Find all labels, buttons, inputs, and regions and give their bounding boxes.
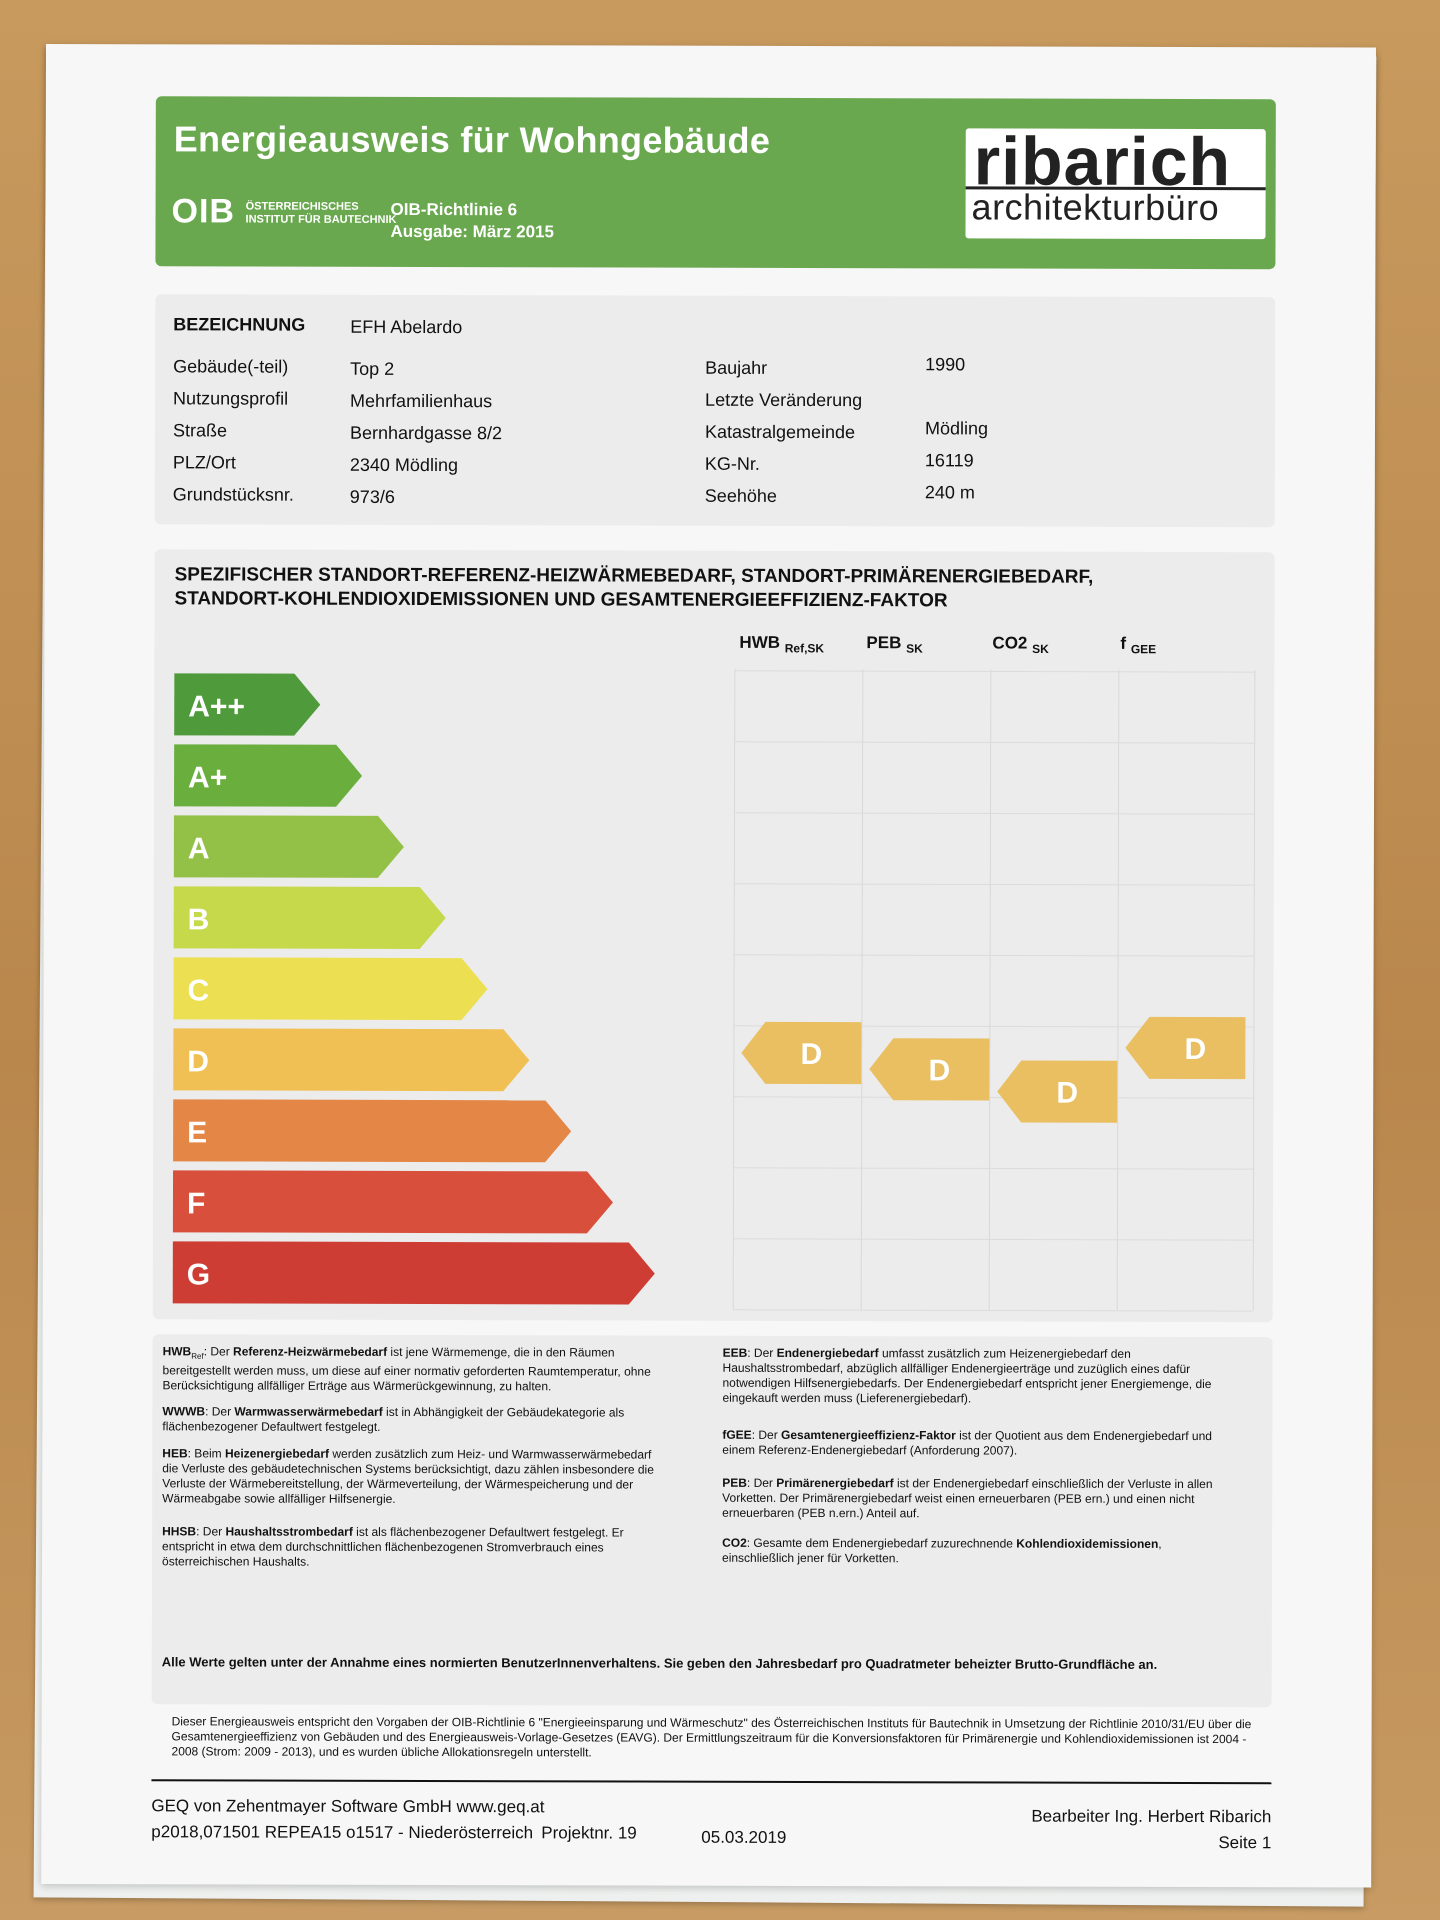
- grid-row-line: [733, 954, 1254, 957]
- footer-code: p2018,071501 REPEA15 o1517 - Niederöster…: [151, 1822, 534, 1843]
- energy-class-arrow-d: [173, 1028, 530, 1092]
- energy-class-label: D: [187, 1045, 209, 1078]
- energy-class-arrow-a: [173, 815, 404, 878]
- grid-row-line: [732, 1238, 1253, 1241]
- rating-marker-label: D: [928, 1054, 950, 1087]
- grid-row-line: [734, 670, 1255, 673]
- energy-rating-panel: SPEZIFISCHER STANDORT-REFERENZ-HEIZWÄRME…: [152, 549, 1275, 1323]
- energy-class-arrow-aplus: [174, 744, 363, 807]
- grid-row-line: [734, 741, 1255, 744]
- legal-notice: Dieser Energieausweis entspricht den Vor…: [171, 1714, 1252, 1760]
- definition-co2: CO2: Gesamte dem Endenergiebedarf zuzure…: [722, 1535, 1162, 1566]
- energy-class-label: A: [188, 832, 210, 865]
- energy-class-arrow-b: [173, 886, 446, 949]
- footer-date: 05.03.2019: [701, 1827, 787, 1847]
- info-value: Top 2: [350, 358, 395, 379]
- energy-class-arrow-aplusplus: [174, 673, 321, 736]
- rating-marker-label: D: [1056, 1077, 1078, 1110]
- grid-row-line: [733, 883, 1254, 886]
- footer-author: Bearbeiter Ing. Herbert Ribarich: [1031, 1806, 1272, 1827]
- designation-value: EFH Abelardo: [350, 316, 463, 338]
- rating-marker: [869, 1038, 990, 1101]
- energy-class-arrow-g: [172, 1241, 655, 1305]
- info-value: Mehrfamilienhaus: [350, 390, 493, 412]
- guideline-name: OIB-Richtlinie 6: [390, 199, 518, 220]
- footer-divider: [151, 1779, 1272, 1785]
- energy-class-label: F: [187, 1187, 205, 1220]
- definition-wwwb: WWWB: Der Warmwasserwärmebedarf ist in A…: [162, 1404, 625, 1434]
- info-label: Baujahr: [705, 357, 768, 378]
- info-label: KG-Nr.: [704, 453, 760, 474]
- info-label: PLZ/Ort: [172, 452, 236, 473]
- rating-marker: [997, 1060, 1118, 1123]
- definition-hhsb: HHSB: Der Haushaltsstrombedarf ist als f…: [162, 1524, 624, 1569]
- info-label: Nutzungsprofil: [173, 388, 289, 409]
- info-value: 2340 Mödling: [349, 454, 459, 476]
- guideline-edition: Ausgabe: März 2015: [390, 221, 554, 242]
- guideline-info: OIB-Richtlinie 6 Ausgabe: März 2015: [390, 199, 554, 243]
- grid-row-line: [732, 1309, 1253, 1312]
- assumption-note: Alle Werte gelten unter der Annahme eine…: [161, 1654, 1158, 1672]
- ribarich-logo: ribarich architekturbüro: [965, 123, 1266, 240]
- info-label: Seehöhe: [704, 485, 777, 506]
- header-banner: Energieausweis für Wohngebäude OIB ÖSTER…: [155, 96, 1276, 270]
- oib-sub-line-2: INSTITUT FÜR BAUTECHNIK: [245, 213, 397, 226]
- oib-sub-line-1: ÖSTERREICHISCHES: [245, 200, 359, 213]
- info-value: 1990: [925, 354, 966, 375]
- rating-marker-label: D: [800, 1038, 822, 1071]
- energy-class-label: C: [187, 974, 209, 1007]
- definition-hwb: HWBRef: Der Referenz-Heizwärmebedarf ist…: [162, 1344, 651, 1394]
- rating-marker-label: D: [1184, 1033, 1206, 1066]
- definition-fgee: fGEE: Der Gesamtenergieeffizienz-Faktor …: [722, 1427, 1212, 1458]
- info-label: Straße: [172, 420, 228, 441]
- info-value: Bernhardgasse 8/2: [349, 422, 503, 444]
- designation-label: BEZEICHNUNG: [173, 314, 306, 335]
- info-label: Gebäude(-teil): [173, 356, 289, 377]
- info-value: Mödling: [924, 418, 989, 439]
- oib-institute-name: ÖSTERREICHISCHES INSTITUT FÜR BAUTECHNIK: [246, 201, 397, 227]
- definition-eeb: EEB: Der Endenergiebedarf umfasst zusätz…: [722, 1345, 1212, 1406]
- definition-peb: PEB: Der Primärenergiebedarf ist der End…: [722, 1475, 1213, 1521]
- info-value: 240 m: [924, 482, 975, 503]
- grid-row-line: [733, 1167, 1254, 1170]
- oib-logo: OIB: [171, 192, 236, 231]
- rating-marker: [741, 1021, 862, 1085]
- brand-subtitle: architekturbüro: [971, 186, 1220, 229]
- energy-class-label: A++: [188, 690, 245, 723]
- info-label: Katastralgemeinde: [704, 421, 856, 443]
- energy-class-label: B: [188, 903, 210, 936]
- info-label: Letzte Veränderung: [705, 389, 863, 411]
- footer-page: Seite 1: [1218, 1833, 1272, 1853]
- energy-class-scale: A++ A+ A B C D E F G D D D D: [172, 670, 1255, 1312]
- building-info-panel: BEZEICHNUNG EFH Abelardo Gebäude(-teil) …: [154, 294, 1276, 528]
- info-value: 16119: [924, 450, 974, 471]
- energy-class-label: E: [187, 1116, 207, 1149]
- document-title: Energieausweis für Wohngebäude: [173, 118, 771, 161]
- definition-heb: HEB: Beim Heizenergiebedarf werden zusät…: [162, 1446, 654, 1506]
- energy-class-arrow-e: [173, 1099, 572, 1163]
- rating-marker: [1125, 1016, 1246, 1080]
- definitions-panel: HWBRef: Der Referenz-Heizwärmebedarf ist…: [151, 1334, 1273, 1708]
- grid-row-line: [733, 812, 1254, 815]
- energy-class-label: G: [187, 1258, 210, 1291]
- energy-certificate-page: Energieausweis für Wohngebäude OIB ÖSTER…: [41, 44, 1376, 1888]
- footer-project-number: Projektnr. 19: [541, 1823, 637, 1843]
- grid-row-line: [733, 1096, 1254, 1099]
- energy-class-label: A+: [188, 761, 227, 794]
- info-label: Grundstücksnr.: [172, 484, 294, 505]
- info-value: 973/6: [349, 486, 395, 507]
- energy-class-arrow-f: [172, 1170, 613, 1234]
- footer-software: GEQ von Zehentmayer Software GmbH www.ge…: [151, 1796, 545, 1817]
- energy-class-arrow-c: [173, 957, 488, 1021]
